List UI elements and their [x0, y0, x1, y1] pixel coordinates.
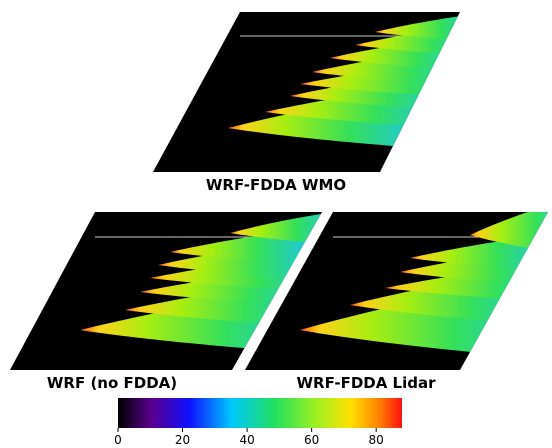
- panel-label: WRF-FDDA Lidar: [296, 374, 436, 392]
- colorbar-scale: [118, 398, 402, 428]
- panel-label: WRF (no FDDA): [47, 374, 177, 392]
- tick-label: 20: [175, 433, 190, 447]
- figure: WRF-FDDA WMO WRF (no FDDA) WRF-FDDA Lida…: [0, 0, 552, 448]
- tick-label: 40: [239, 433, 254, 447]
- tick-label: 0: [114, 433, 122, 447]
- tick-label: 80: [369, 433, 384, 447]
- panel-wmo: WRF-FDDA WMO: [153, 12, 477, 194]
- colorbar: 0 20 40 60 80: [114, 398, 402, 447]
- panel-label: WRF-FDDA WMO: [206, 176, 346, 194]
- tick-label: 60: [304, 433, 319, 447]
